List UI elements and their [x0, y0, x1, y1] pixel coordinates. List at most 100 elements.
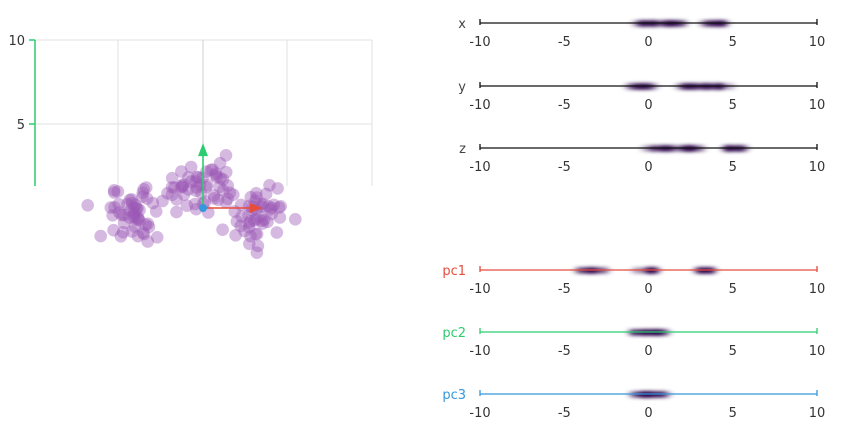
- scatter-point: [125, 225, 139, 238]
- scatter-point: [259, 187, 273, 201]
- scatter-point: [242, 221, 256, 234]
- strip-tick-label: 5: [729, 160, 737, 175]
- scatter-point: [189, 175, 202, 188]
- scatter-point: [273, 211, 287, 224]
- strip-label: pc1: [442, 264, 466, 279]
- scatter-point: [253, 210, 267, 223]
- scatter-point: [188, 197, 202, 211]
- scatter-point: [175, 179, 189, 192]
- scatter-point: [131, 202, 144, 215]
- scatter-point: [111, 185, 125, 198]
- scatter-point: [127, 210, 141, 224]
- scatter-point: [114, 230, 128, 243]
- y-axis-tick-label: 10: [8, 34, 25, 49]
- pc3-vector: [199, 204, 207, 212]
- strip-label: z: [459, 142, 466, 157]
- strip-tick-label: 5: [729, 344, 737, 359]
- scatter-point: [219, 149, 233, 162]
- strip-tick-label: -10: [469, 160, 490, 175]
- strip-label: y: [458, 80, 466, 95]
- strip-tick-label: 5: [729, 282, 737, 297]
- scatter-point: [123, 193, 137, 207]
- scatter-point: [256, 217, 269, 230]
- scatter-point: [130, 202, 143, 215]
- scatter-point: [139, 218, 152, 232]
- scatter-point: [184, 160, 198, 174]
- scatter-point: [238, 224, 251, 238]
- scatter-point: [261, 199, 275, 213]
- strip-label: pc3: [442, 388, 466, 403]
- scatter-point: [137, 183, 150, 196]
- scatter-point: [104, 201, 118, 214]
- strip-tick-label: 0: [644, 406, 652, 421]
- strip-tick-label: 10: [809, 344, 826, 359]
- strip-tick-label: -5: [558, 282, 571, 297]
- scatter-point: [257, 213, 271, 227]
- strip-tick-label: -5: [558, 406, 571, 421]
- scatter-point: [81, 199, 94, 212]
- scatter-point: [127, 201, 140, 215]
- scatter-point: [140, 192, 154, 205]
- scatter-point: [125, 193, 138, 206]
- scatter-point: [165, 171, 179, 185]
- strip-pc3: pc3-10 -5 0 5 10: [442, 388, 825, 421]
- scatter-point: [116, 225, 130, 239]
- scatter-point: [190, 181, 203, 194]
- scatter-point: [255, 200, 269, 213]
- scatter-point: [168, 181, 181, 194]
- scatter-point: [141, 235, 154, 248]
- scatter-point: [189, 202, 203, 216]
- scatter-point: [129, 198, 142, 212]
- scatter-point: [112, 206, 126, 219]
- scatter-point: [141, 217, 155, 231]
- scatter-point: [270, 226, 284, 239]
- scatter-point: [156, 194, 169, 208]
- scatter-point: [249, 227, 262, 241]
- scatter-point: [132, 212, 145, 226]
- strip-tick-label: -10: [469, 282, 490, 297]
- strip-tick-label: 5: [729, 98, 737, 113]
- scatter-point: [264, 203, 277, 216]
- scatter-point: [170, 193, 183, 206]
- scatter-point: [243, 214, 257, 228]
- scatter-point: [216, 223, 229, 236]
- scatter-point: [230, 215, 244, 228]
- scatter-point: [219, 196, 233, 209]
- strip-tick-label: -10: [469, 344, 490, 359]
- strip-label: x: [458, 17, 466, 32]
- scatter-point: [265, 201, 278, 215]
- pc2-vector-arrowhead: [198, 143, 208, 157]
- scatter-point: [208, 168, 222, 182]
- strip-label: pc2: [442, 326, 466, 341]
- scatter-point: [112, 197, 125, 211]
- scatter-point: [131, 229, 145, 243]
- strip-tick-label: -5: [558, 160, 571, 175]
- scatter-point: [216, 184, 230, 197]
- scatter-point: [176, 180, 189, 194]
- scatter-point: [189, 184, 203, 197]
- pc1-vector-arrowhead: [249, 203, 263, 213]
- scatter-point: [184, 175, 198, 188]
- scatter-point: [229, 229, 242, 242]
- scatter-point: [94, 229, 107, 243]
- scatter-point: [149, 205, 163, 218]
- scatter-point: [261, 215, 274, 229]
- principal-component-vectors: [198, 143, 263, 213]
- scatter-point: [206, 163, 219, 176]
- strip-tick-label: 0: [644, 160, 652, 175]
- scatter-point: [209, 167, 223, 180]
- scatter-point: [107, 223, 120, 237]
- scatter-points: [81, 149, 302, 259]
- scatter-point: [106, 209, 119, 222]
- scatter-point: [195, 187, 208, 200]
- scatter-point: [136, 190, 149, 203]
- strip-tick-label: 10: [809, 282, 826, 297]
- scatter-point: [271, 182, 284, 195]
- strip-tick-label: 5: [729, 35, 737, 50]
- scatter-point: [223, 186, 237, 200]
- strip-pc1: pc1-10 -5 0 5 10: [442, 264, 825, 297]
- strip-tick-label: -10: [469, 406, 490, 421]
- scatter-3d-panel[interactable]: 10 5: [8, 34, 373, 259]
